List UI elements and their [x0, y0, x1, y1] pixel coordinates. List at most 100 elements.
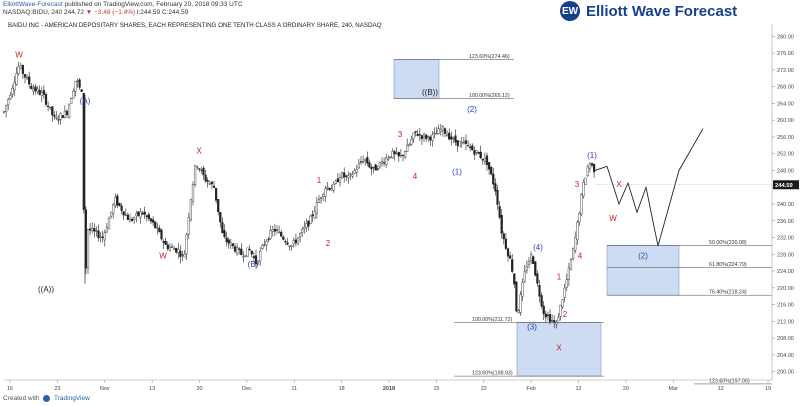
- candle-body: [168, 246, 171, 251]
- candle-body: [238, 248, 241, 250]
- candle-body: [500, 215, 503, 234]
- candle-body: [265, 241, 268, 246]
- logo-text: Elliott Wave Forecast: [586, 2, 738, 20]
- candle-body: [91, 228, 94, 231]
- candle-body: [498, 206, 501, 218]
- candle-body: [299, 233, 302, 238]
- candle-body: [118, 203, 121, 206]
- candle-body: [130, 218, 134, 221]
- candle-body: [454, 135, 457, 143]
- y-tick-label: 280.00: [777, 34, 794, 40]
- candle-body: [525, 266, 528, 271]
- candle-body: [294, 239, 297, 244]
- candle-body: [330, 188, 333, 191]
- candle-body: [133, 217, 136, 220]
- candle-body: [292, 240, 295, 245]
- y-tick-label: 264.00: [777, 101, 794, 107]
- wave-label: 1: [557, 272, 562, 281]
- candle-body: [534, 261, 537, 276]
- candle-body: [11, 88, 14, 95]
- candle-body: [315, 202, 318, 214]
- candle-body: [53, 114, 56, 117]
- x-tick-label: Mar: [669, 386, 679, 392]
- y-tick-label: 228.00: [777, 252, 794, 258]
- candle-body: [481, 158, 484, 161]
- published-text: published on TradingView.com, February 2…: [64, 1, 243, 8]
- wave3-target-zone: [516, 322, 602, 377]
- candle-body: [490, 166, 493, 175]
- candle-body: [193, 165, 197, 185]
- candle-body: [15, 73, 18, 85]
- candle-body: [542, 305, 545, 314]
- candle-body: [485, 155, 489, 165]
- b-target-zone: [393, 59, 440, 100]
- candle-body: [557, 317, 560, 322]
- candle-body: [233, 246, 237, 252]
- fib-label: 50.00%(230.08): [709, 240, 747, 246]
- x-tick-label: 15: [433, 386, 439, 392]
- candle-body: [320, 197, 323, 199]
- y-tick-label: 272.00: [777, 68, 794, 74]
- candle-body: [532, 256, 535, 264]
- candle-body: [44, 94, 48, 105]
- candle-body: [158, 227, 161, 233]
- x-tick-label: 20: [623, 386, 629, 392]
- candle-body: [103, 232, 106, 241]
- candle-body: [572, 247, 575, 259]
- candle-body: [397, 151, 400, 157]
- candle-body: [120, 205, 123, 211]
- ewf-logo: EW Elliott Wave Forecast: [560, 0, 737, 22]
- candle-body: [221, 222, 224, 234]
- candle-body: [263, 244, 266, 246]
- candle-body: [210, 181, 213, 185]
- y-tick-label: 252.00: [777, 152, 794, 158]
- wave-label: (2): [467, 105, 477, 114]
- candle-body: [580, 194, 583, 215]
- fibonacci-levels: 123.60%(274.46) 100.00%(265.12) 100.00%(21…: [394, 54, 772, 384]
- candle-body: [372, 166, 375, 169]
- x-tick-label: 23: [54, 386, 60, 392]
- quote-ohlc: l:244.59 C:244.59: [137, 9, 189, 16]
- candle-body: [183, 254, 186, 258]
- candle-body: [63, 110, 66, 118]
- candle-body: [269, 230, 272, 239]
- candle-body: [23, 74, 27, 78]
- wave-label: W: [15, 50, 23, 59]
- wave-label: X: [556, 344, 562, 353]
- candle-body: [275, 229, 279, 231]
- publisher-name[interactable]: ElliottWave-Forecast: [3, 1, 63, 8]
- wave-label: 3: [398, 130, 403, 139]
- candle-body: [166, 244, 169, 250]
- candle-body: [462, 141, 465, 144]
- fib-label: 123.60%(197.06): [709, 378, 750, 384]
- wave-label: (B): [248, 260, 259, 269]
- tradingview-link[interactable]: TradingView: [54, 395, 90, 403]
- candle-body: [217, 199, 220, 213]
- y-tick-label: 248.00: [777, 168, 794, 174]
- candle-body: [248, 249, 251, 251]
- candle-body: [286, 242, 289, 245]
- x-tick-label: 20: [196, 386, 202, 392]
- candle-body: [559, 304, 562, 317]
- candle-body: [519, 294, 522, 313]
- candle-body: [408, 144, 411, 146]
- candle-body: [13, 82, 16, 91]
- candle-body: [156, 227, 159, 229]
- candle-body: [9, 95, 12, 99]
- candle-body: [99, 236, 102, 238]
- x-tick-label: Dec: [242, 386, 252, 392]
- candle-body: [212, 185, 216, 188]
- candle-body: [278, 231, 281, 233]
- fib-label: 76.40%(218.24): [709, 290, 747, 296]
- candle-body: [151, 219, 155, 223]
- candle-body: [488, 162, 491, 170]
- candle-body: [137, 211, 140, 216]
- candle-body: [391, 151, 394, 159]
- created-with: Created with: [3, 395, 40, 403]
- candle-body: [309, 215, 312, 224]
- x-tick-label: 16: [7, 386, 13, 392]
- candle-body: [338, 177, 342, 183]
- candle-body: [343, 172, 346, 178]
- wave-label: 4: [413, 172, 418, 181]
